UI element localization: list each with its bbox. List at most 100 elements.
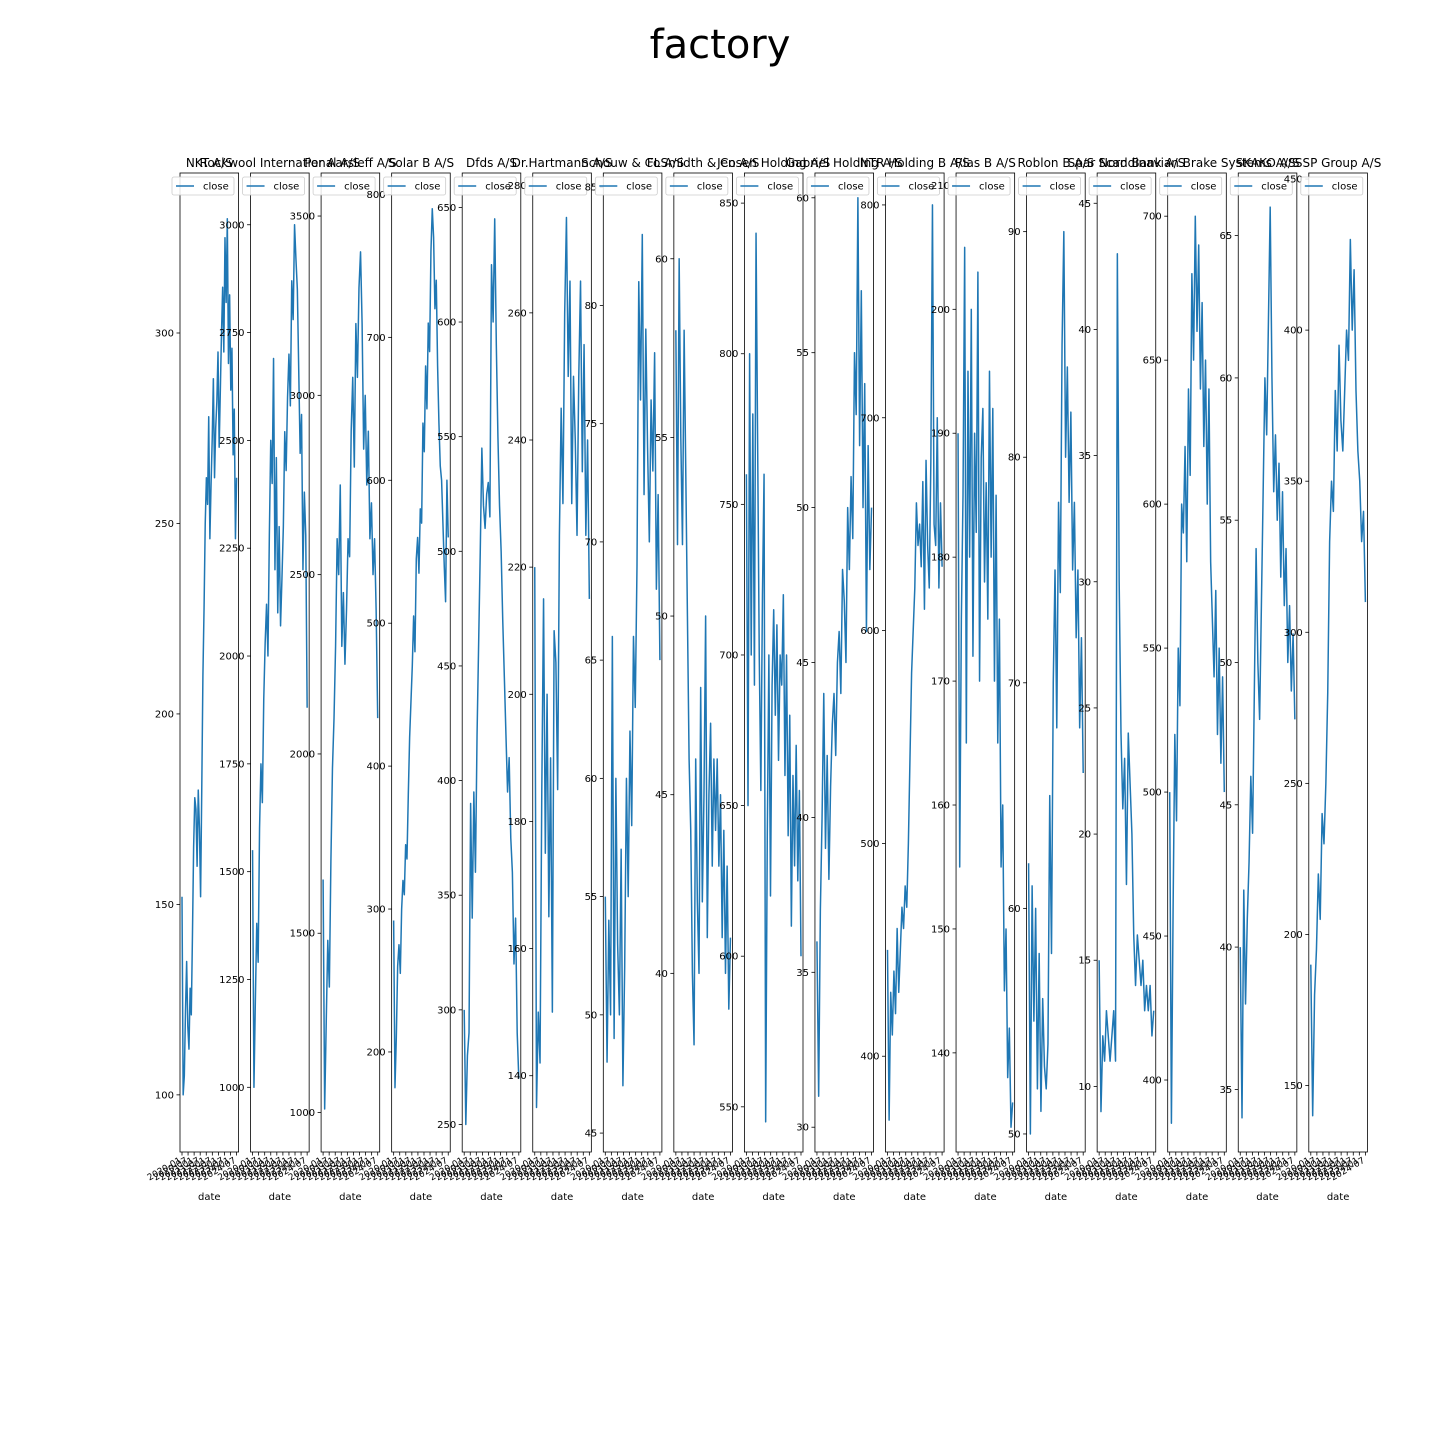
y-tick-label: 280 <box>508 181 527 192</box>
subplot-title: Rias B A/S <box>955 156 1016 170</box>
y-tick-label: 15 <box>1078 956 1091 967</box>
subplot: 1401501601701801902002102020-012020-0720… <box>922 156 1016 1203</box>
subplot-title: Jensen Holding A/S <box>716 156 830 170</box>
y-tick-label: 50 <box>796 503 809 514</box>
legend-box <box>312 176 376 196</box>
y-tick-label: 1750 <box>219 759 244 770</box>
x-axis-label: date <box>1045 1192 1068 1203</box>
series-line-close <box>886 204 943 1121</box>
y-tick-label: 650 <box>719 801 738 812</box>
legend: close <box>1018 176 1081 196</box>
x-axis-label: date <box>974 1192 997 1203</box>
y-tick-label: 45 <box>796 658 809 669</box>
legend-box <box>665 176 729 196</box>
x-axis-label: date <box>621 1192 644 1203</box>
legend-box <box>1229 176 1293 196</box>
legend-box <box>1088 176 1152 196</box>
y-tick-label: 60 <box>585 774 598 785</box>
legend: close <box>242 176 305 196</box>
y-tick-label: 600 <box>860 626 879 637</box>
y-tick-label: 260 <box>508 308 527 319</box>
y-tick-label: 25 <box>1078 703 1091 714</box>
legend-label: close <box>203 182 229 193</box>
y-tick-label: 300 <box>155 328 174 339</box>
y-tick-label: 700 <box>719 650 738 661</box>
legend: close <box>947 176 1011 196</box>
y-tick-label: 30 <box>796 1123 809 1134</box>
x-axis-label: date <box>692 1192 715 1203</box>
y-tick-label: 550 <box>437 432 456 443</box>
y-tick-label: 600 <box>367 476 386 487</box>
legend: close <box>877 176 940 196</box>
y-tick-label: 1500 <box>219 867 244 878</box>
subplot-title: Solar B A/S <box>388 156 454 170</box>
legend-box <box>453 176 517 196</box>
y-tick-label: 3000 <box>290 391 315 402</box>
y-tick-label: 250 <box>155 519 174 530</box>
y-tick-label: 35 <box>796 968 809 979</box>
y-tick-label: 700 <box>860 413 879 424</box>
y-tick-label: 90 <box>1008 227 1021 238</box>
y-tick-label: 550 <box>1143 644 1162 655</box>
y-tick-label: 85 <box>585 183 598 194</box>
y-tick-label: 600 <box>437 318 456 329</box>
series-line-close <box>463 218 520 1126</box>
legend-box <box>524 176 588 196</box>
legend: close <box>453 176 517 196</box>
subplot-title: Spar Nord Bank A/S <box>1068 156 1186 170</box>
y-tick-label: 40 <box>1220 943 1233 954</box>
y-tick-label: 55 <box>1220 516 1233 527</box>
legend-label: close <box>909 182 935 193</box>
y-tick-label: 1500 <box>290 929 315 940</box>
y-tick-label: 160 <box>508 944 527 955</box>
subplot: 1502002503003504004502020-012020-072021-… <box>1275 156 1382 1203</box>
y-tick-label: 45 <box>1220 800 1233 811</box>
axes-frame <box>391 172 451 1153</box>
y-tick-label: 20 <box>1078 830 1091 841</box>
y-tick-label: 200 <box>367 1047 386 1058</box>
axes-frame <box>461 172 522 1153</box>
y-tick-label: 60 <box>1220 373 1233 384</box>
legend: close <box>736 176 799 196</box>
y-tick-label: 450 <box>1143 932 1162 943</box>
y-tick-label: 150 <box>931 924 950 935</box>
axes-frame <box>673 172 733 1153</box>
axes-frame <box>250 172 310 1153</box>
axes-frame <box>955 172 1016 1153</box>
y-tick-label: 3000 <box>219 220 244 231</box>
y-tick-label: 400 <box>860 1052 879 1063</box>
y-tick-label: 2500 <box>290 570 315 581</box>
y-tick-label: 550 <box>719 1102 738 1113</box>
y-tick-label: 160 <box>931 801 950 812</box>
y-tick-label: 250 <box>1284 779 1303 790</box>
y-tick-label: 450 <box>437 661 456 672</box>
x-axis-label: date <box>1186 1192 1209 1203</box>
legend-box <box>947 176 1011 196</box>
subplot-title: Dfds A/S <box>466 156 517 170</box>
x-axis-label: date <box>762 1192 785 1203</box>
axes-frame <box>1026 172 1086 1153</box>
legend-label: close <box>767 182 793 193</box>
y-tick-label: 190 <box>931 429 950 440</box>
y-tick-label: 65 <box>1220 231 1233 242</box>
subplot: 4004505005506006507002020-012020-072021-… <box>1098 156 1295 1203</box>
y-tick-label: 210 <box>931 181 950 192</box>
y-tick-label: 250 <box>437 1120 456 1131</box>
subplot: 303540455055602020-012020-072021-012021-… <box>781 156 903 1203</box>
y-tick-label: 60 <box>796 193 809 204</box>
y-tick-label: 500 <box>437 547 456 558</box>
legend-label: close <box>274 182 300 193</box>
series-line-close <box>1098 252 1155 1113</box>
series-line-close <box>392 207 449 1089</box>
legend: close <box>1229 176 1293 196</box>
y-tick-label: 2000 <box>290 749 315 760</box>
y-tick-label: 1250 <box>219 975 244 986</box>
y-tick-label: 650 <box>1143 356 1162 367</box>
x-axis-label: date <box>339 1192 362 1203</box>
subplot: 4005006007008002020-012020-072021-012021… <box>851 156 969 1203</box>
y-tick-label: 400 <box>1143 1076 1162 1087</box>
subplot: 10152025303540452020-012020-072021-01202… <box>1063 156 1185 1203</box>
y-tick-label: 180 <box>508 817 527 828</box>
y-tick-label: 45 <box>585 1129 598 1140</box>
y-tick-label: 40 <box>796 813 809 824</box>
